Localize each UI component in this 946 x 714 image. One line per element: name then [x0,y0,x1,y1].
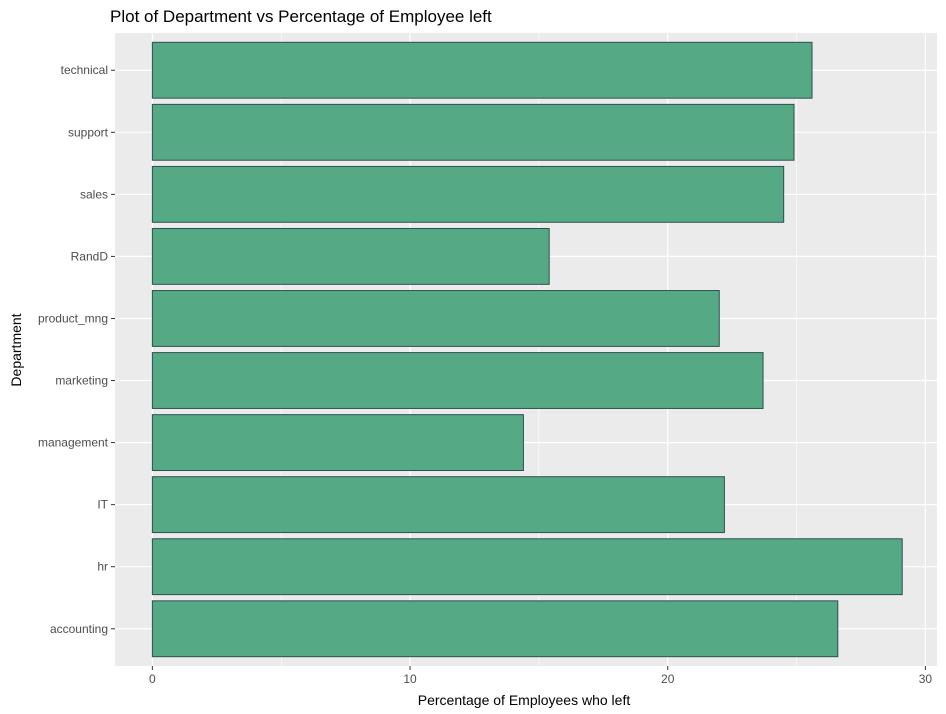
bar-hr [151,538,903,596]
x-tick-label: 10 [403,672,417,686]
y-tick-label: accounting [50,622,108,636]
y-tick-label: sales [80,187,108,201]
bars [151,41,903,658]
bar-technical [151,41,813,99]
bar-marketing [151,352,764,409]
y-tick-label: hr [97,560,108,574]
bar-product_mng [151,290,720,347]
chart-title: Plot of Department vs Percentage of Empl… [110,7,492,26]
y-tick-label: technical [61,63,108,77]
y-axis-title: Department [8,313,24,386]
x-axis: 0 10 20 30 [149,666,932,686]
y-tick-label: IT [97,498,108,512]
x-tick-label: 0 [149,672,156,686]
bar-sales [151,165,785,223]
bar-management [151,414,524,472]
x-axis-title: Percentage of Employees who left [418,692,631,708]
y-tick-label: support [68,125,109,139]
bar-RandD [151,227,550,285]
bar-support [151,103,795,161]
x-tick-label: 20 [661,672,675,686]
y-tick-label: RandD [71,249,109,263]
y-tick-label: marketing [55,374,108,388]
bar-accounting [151,600,839,658]
x-tick-label: 30 [919,672,933,686]
y-tick-label: product_mng [38,311,108,325]
y-axis: accounting hr IT management marketing product… [38,63,115,636]
y-tick-label: management [38,436,109,450]
bar-IT [151,476,725,534]
